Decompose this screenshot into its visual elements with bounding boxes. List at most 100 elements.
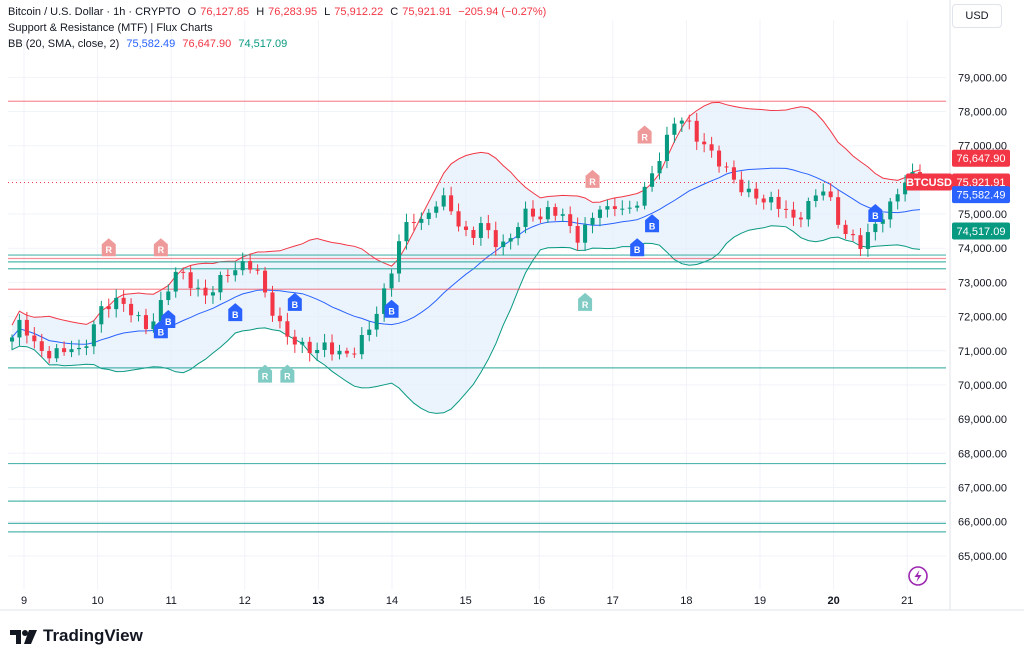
candle[interactable] xyxy=(337,344,342,360)
candle[interactable] xyxy=(330,334,335,361)
candle[interactable] xyxy=(76,339,82,356)
candle[interactable] xyxy=(612,197,617,217)
candle[interactable] xyxy=(17,313,22,346)
candle[interactable] xyxy=(895,188,900,210)
candle[interactable] xyxy=(210,286,215,304)
candle[interactable] xyxy=(173,267,178,298)
candle[interactable] xyxy=(411,213,416,231)
candle[interactable] xyxy=(188,265,193,297)
indicator-sr-name[interactable]: Support & Resistance (MTF) | Flux Charts xyxy=(8,22,213,34)
candle[interactable] xyxy=(538,208,543,224)
candle[interactable] xyxy=(121,290,126,312)
candle[interactable] xyxy=(880,213,885,233)
candle[interactable] xyxy=(91,320,96,355)
candle[interactable] xyxy=(858,228,863,257)
candle[interactable] xyxy=(196,279,201,297)
candle[interactable] xyxy=(129,298,134,323)
candle[interactable] xyxy=(761,194,766,210)
candle[interactable] xyxy=(99,300,104,333)
candle[interactable] xyxy=(84,339,89,356)
candle[interactable] xyxy=(255,264,260,275)
candle[interactable] xyxy=(575,217,580,251)
candle[interactable] xyxy=(843,220,848,240)
candle[interactable] xyxy=(39,333,44,358)
candle[interactable] xyxy=(307,336,312,362)
candle[interactable] xyxy=(166,284,171,306)
indicator-bb-name[interactable]: BB (20, SMA, close, 2) xyxy=(8,38,120,50)
candle[interactable] xyxy=(248,253,253,274)
candle[interactable] xyxy=(530,200,536,222)
candle[interactable] xyxy=(456,203,461,232)
candle[interactable] xyxy=(426,208,431,226)
candle[interactable] xyxy=(181,267,186,280)
currency-button[interactable]: USD xyxy=(952,4,1002,28)
candle[interactable] xyxy=(404,213,409,250)
symbol-title[interactable]: Bitcoin / U.S. Dollar · 1h · CRYPTO xyxy=(8,6,181,18)
candle[interactable] xyxy=(203,279,208,305)
candle[interactable] xyxy=(568,206,573,234)
candle[interactable] xyxy=(888,197,893,228)
candle[interactable] xyxy=(441,187,446,211)
candle[interactable] xyxy=(798,211,803,228)
candle[interactable] xyxy=(635,201,640,212)
candle[interactable] xyxy=(54,343,59,363)
price-axis[interactable]: 79,000.0078,000.0077,000.0076,000.0075,0… xyxy=(949,0,1007,610)
candle[interactable] xyxy=(449,186,454,215)
candle[interactable] xyxy=(702,133,707,153)
candle[interactable] xyxy=(620,200,625,216)
candle[interactable] xyxy=(724,162,729,173)
candle[interactable] xyxy=(590,212,595,234)
candle[interactable] xyxy=(158,291,163,326)
candle[interactable] xyxy=(396,234,402,283)
candle[interactable] xyxy=(642,181,647,210)
candle[interactable] xyxy=(627,200,632,214)
candle[interactable] xyxy=(478,216,483,246)
candle[interactable] xyxy=(664,126,669,169)
candle[interactable] xyxy=(240,252,245,276)
candle[interactable] xyxy=(687,114,692,130)
candle[interactable] xyxy=(24,311,29,344)
candle[interactable] xyxy=(322,333,327,358)
candle[interactable] xyxy=(657,152,662,180)
candle[interactable] xyxy=(731,160,736,184)
candle[interactable] xyxy=(315,342,320,362)
candle[interactable] xyxy=(679,117,684,133)
candle[interactable] xyxy=(709,136,714,158)
candle[interactable] xyxy=(694,112,699,151)
candle[interactable] xyxy=(389,269,394,297)
candle[interactable] xyxy=(553,203,558,221)
candle[interactable] xyxy=(672,117,677,143)
candle[interactable] xyxy=(836,189,841,229)
candle[interactable] xyxy=(486,214,491,239)
candle[interactable] xyxy=(501,234,506,256)
candle[interactable] xyxy=(739,171,744,196)
candle[interactable] xyxy=(9,334,15,351)
candle[interactable] xyxy=(285,312,290,345)
candle[interactable] xyxy=(516,222,521,246)
candle[interactable] xyxy=(151,313,156,333)
candle[interactable] xyxy=(754,182,759,205)
tradingview-brand[interactable]: TradingView xyxy=(10,626,143,646)
candle[interactable] xyxy=(650,165,655,192)
time-axis[interactable]: 9 10 11 12 13 14 15 16 17 18 19 20 21 xyxy=(0,595,1024,611)
candle[interactable] xyxy=(523,201,528,234)
candle[interactable] xyxy=(813,189,818,208)
candle[interactable] xyxy=(106,298,111,318)
candle[interactable] xyxy=(114,289,119,318)
candle[interactable] xyxy=(359,327,364,360)
candle[interactable] xyxy=(821,183,826,201)
candle[interactable] xyxy=(367,321,372,342)
candle[interactable] xyxy=(344,347,349,358)
candle[interactable] xyxy=(419,212,424,231)
candle[interactable] xyxy=(746,180,751,198)
lightning-icon[interactable] xyxy=(908,566,928,586)
candle[interactable] xyxy=(143,308,148,335)
candle[interactable] xyxy=(583,217,588,252)
candle[interactable] xyxy=(300,337,305,354)
candle[interactable] xyxy=(69,340,74,358)
candle[interactable] xyxy=(903,174,908,202)
candle[interactable] xyxy=(508,233,513,250)
candlesticks[interactable] xyxy=(9,112,923,364)
candle[interactable] xyxy=(62,341,67,356)
